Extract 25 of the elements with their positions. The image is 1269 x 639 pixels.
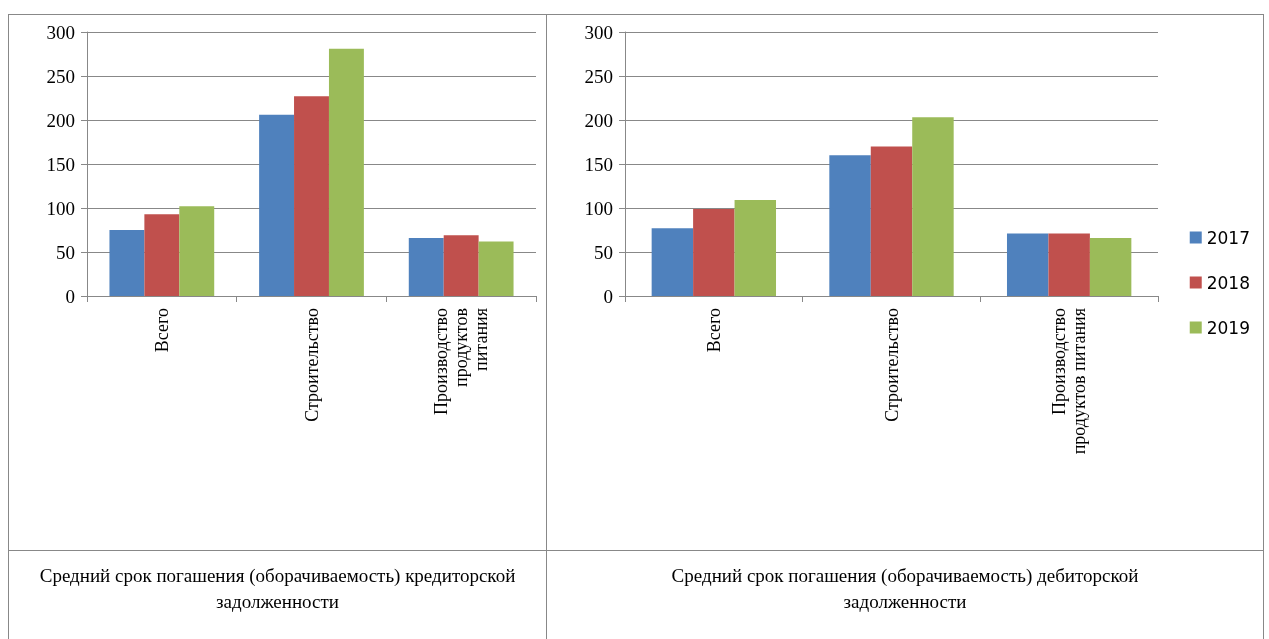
y-tick-label: 100 (584, 197, 613, 219)
y-tick-label: 150 (584, 153, 613, 175)
legend-label: 2019 (1206, 317, 1250, 338)
y-tick-label: 250 (46, 65, 75, 87)
legend-label: 2018 (1206, 272, 1250, 293)
y-tick-label: 150 (46, 153, 75, 175)
y-tick-label: 200 (584, 109, 613, 131)
y-tick-label: 50 (56, 241, 75, 263)
y-tick-label: 250 (584, 65, 613, 87)
x-tick-label: Производство продуктов питания (431, 308, 492, 415)
y-tick-label: 300 (46, 21, 75, 43)
x-tick-label: Строительство (301, 308, 322, 422)
y-tick-label: 300 (584, 21, 613, 43)
y-tick-label: 0 (65, 285, 75, 307)
x-tick-label: Производство продуктов питания (1049, 308, 1090, 455)
text: Средний срок погашения (оборачиваемость) дебиторской задолженности (670, 564, 1140, 614)
y-tick-label: 100 (46, 197, 75, 219)
legend-label: 2017 (1206, 227, 1250, 248)
y-tick-label: 200 (46, 109, 75, 131)
text: Средний срок погашения (оборачиваемость) кредиторской задолженности (38, 564, 517, 614)
y-tick-label: 50 (594, 241, 613, 263)
x-tick-label: Строительство (881, 308, 902, 422)
y-tick-label: 0 (603, 285, 613, 307)
x-tick-label: Всего (151, 308, 172, 353)
x-tick-label: Всего (703, 308, 724, 353)
